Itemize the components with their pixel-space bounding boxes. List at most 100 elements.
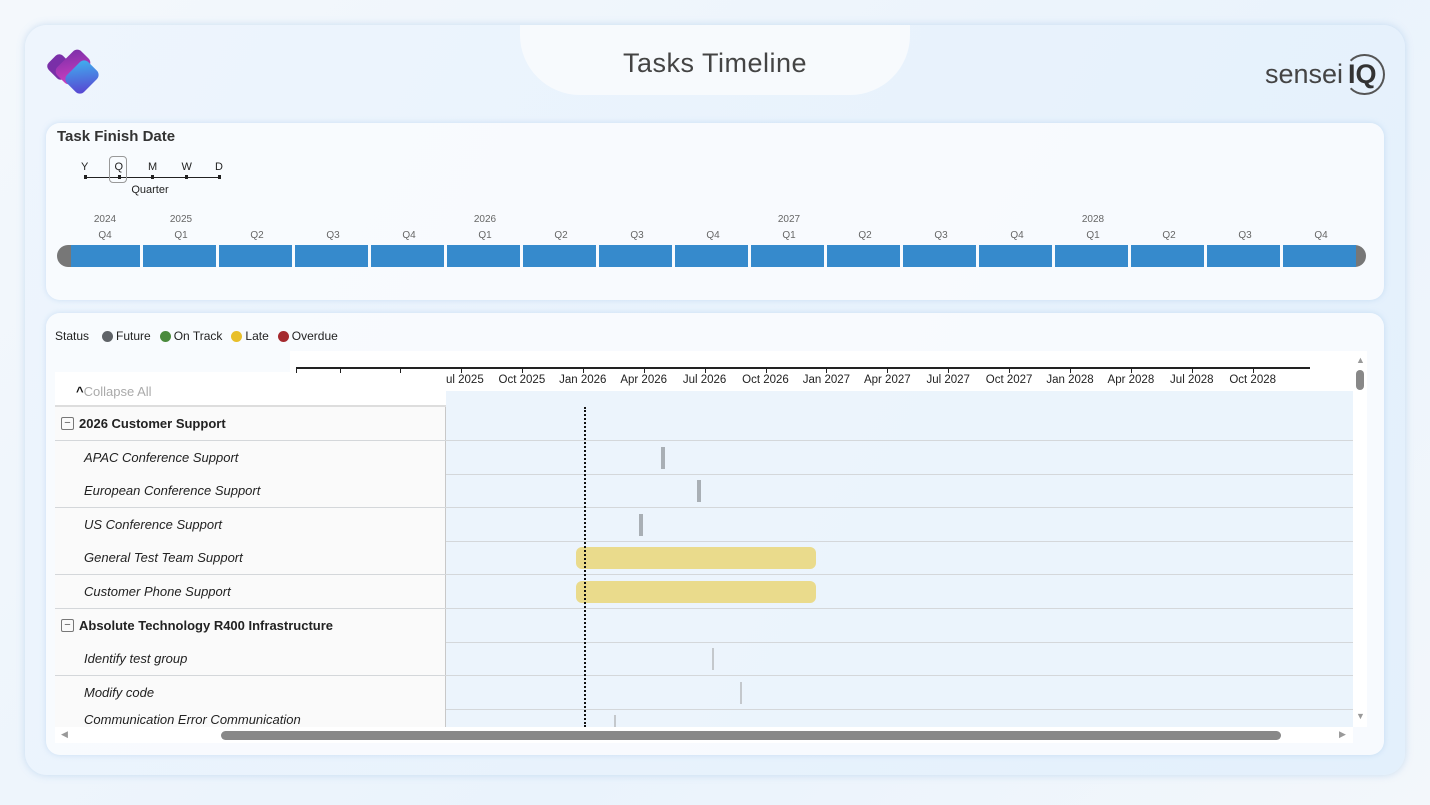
task-marker[interactable]	[711, 648, 714, 671]
range-handle-left[interactable]	[57, 245, 71, 267]
period-cell[interactable]	[295, 245, 368, 267]
axis-label: Apr 2027	[863, 374, 911, 386]
scroll-right-icon[interactable]: ▶	[1339, 729, 1346, 739]
axis-label: Oct 2027	[985, 374, 1033, 386]
group-row[interactable]: − Absolute Technology R400 Infrastructure	[55, 608, 1353, 643]
task-row[interactable]: European Conference Support	[55, 474, 1353, 509]
horizontal-scrollbar[interactable]: ◀ ▶	[55, 727, 1353, 743]
row-label: Customer Phone Support	[55, 575, 446, 608]
period-cell[interactable]	[903, 245, 976, 267]
granularity-option-Y[interactable]: Y	[81, 161, 89, 173]
task-row[interactable]: Communication Error Communication	[55, 709, 1353, 730]
row-label: European Conference Support	[55, 474, 446, 508]
collapse-toggle-icon[interactable]: −	[61, 618, 74, 632]
scroll-down-icon[interactable]: ▼	[1356, 711, 1365, 721]
axis-label: Jan 2027	[802, 374, 851, 386]
group-row[interactable]: −2026 Customer Support	[55, 407, 1353, 441]
period-cell[interactable]	[1131, 245, 1204, 267]
brand-iq: IQ	[1344, 53, 1385, 95]
brand-text: sensei	[1265, 58, 1344, 89]
task-row[interactable]: Customer Phone Support	[55, 575, 1353, 609]
axis-tick	[887, 367, 889, 373]
quarter-label: Q4	[98, 230, 112, 241]
quarter-label: Q4	[402, 230, 416, 241]
scroll-up-icon[interactable]: ▲	[1356, 355, 1365, 365]
period-cell[interactable]	[751, 245, 824, 267]
period-cell[interactable]	[71, 245, 140, 267]
task-marker[interactable]	[661, 446, 666, 469]
late-task-bar[interactable]	[576, 581, 817, 603]
quarter-label: Q3	[934, 230, 948, 241]
period-cell[interactable]	[1283, 245, 1356, 267]
period-cell[interactable]	[143, 245, 216, 267]
period-cell[interactable]	[827, 245, 900, 267]
collapse-toggle-icon[interactable]: −	[61, 417, 74, 430]
axis-tick	[461, 367, 462, 373]
granularity-selector[interactable]	[109, 156, 127, 183]
period-cell[interactable]	[599, 245, 672, 267]
row-name: General Test Team Support	[84, 550, 243, 566]
quarter-label: Q4	[1314, 230, 1328, 241]
axis-label: ul 2025	[446, 374, 484, 386]
task-marker[interactable]	[697, 480, 702, 503]
quarter-label: Q2	[250, 230, 264, 241]
legend-dot-on-track	[159, 330, 171, 342]
period-cell[interactable]	[219, 245, 292, 267]
quarter-label: Q4	[706, 230, 720, 241]
task-marker[interactable]	[739, 681, 742, 704]
period-cell[interactable]	[675, 245, 748, 267]
period-cell[interactable]	[979, 245, 1052, 267]
granularity-tick	[117, 175, 121, 179]
period-cell[interactable]	[1055, 245, 1128, 267]
task-row[interactable]: APAC Conference Support	[55, 440, 1353, 475]
legend-label: On Track	[173, 329, 223, 343]
granularity-option-D[interactable]: D	[215, 161, 223, 173]
period-cell[interactable]	[523, 245, 596, 267]
row-label: Communication Error Communication	[55, 709, 446, 730]
quarter-label: Q1	[174, 230, 188, 241]
collapse-all-button[interactable]: ^Collapse All	[76, 384, 152, 399]
row-name: Communication Error Communication	[84, 711, 301, 727]
row-label: APAC Conference Support	[55, 440, 446, 474]
quarter-label: Q1	[782, 230, 796, 241]
range-handle-right[interactable]	[1354, 245, 1366, 267]
task-marker[interactable]	[639, 513, 644, 536]
quarter-label: Q1	[478, 230, 492, 241]
title-tab	[520, 25, 910, 95]
chevron-up-icon: ^	[76, 384, 84, 399]
row-name: European Conference Support	[84, 483, 261, 499]
axis-tick	[1191, 367, 1193, 373]
axis-label: Jan 2028	[1046, 374, 1094, 386]
period-cell[interactable]	[447, 245, 520, 267]
row-label: Identify test group	[55, 642, 446, 676]
period-cell[interactable]	[371, 245, 444, 267]
granularity-tick	[218, 175, 221, 179]
granularity-tick	[184, 175, 188, 179]
task-row[interactable]: Modify code	[55, 675, 1353, 710]
period-cell[interactable]	[1207, 245, 1280, 267]
time-axis-line	[296, 367, 1310, 369]
task-row[interactable]: General Test Team Support	[55, 541, 1353, 576]
task-row[interactable]: US Conference Support	[55, 507, 1353, 542]
app-logo-icon	[44, 42, 106, 102]
axis-tick	[1070, 367, 1071, 373]
axis-label: Jul 2028	[1170, 374, 1214, 386]
vertical-scrollbar[interactable]: ▲ ▼	[1353, 351, 1367, 727]
granularity-option-Q[interactable]: Q	[114, 161, 124, 173]
axis-tick	[704, 367, 706, 373]
scroll-left-icon[interactable]: ◀	[61, 729, 68, 739]
vertical-scroll-thumb[interactable]	[1356, 370, 1364, 390]
row-label: − Absolute Technology R400 Infrastructure	[55, 608, 446, 642]
axis-tick	[521, 367, 523, 373]
horizontal-scroll-thumb[interactable]	[221, 731, 1281, 740]
row-label: General Test Team Support	[55, 541, 446, 575]
axis-label: Jan 2026	[559, 374, 607, 386]
granularity-option-M[interactable]: M	[148, 161, 158, 173]
granularity-option-W[interactable]: W	[181, 161, 192, 173]
task-marker[interactable]	[613, 715, 616, 730]
year-label: 2027	[777, 214, 801, 225]
quarter-label: Q2	[858, 230, 872, 241]
row-label: Modify code	[55, 675, 446, 709]
late-task-bar[interactable]	[576, 547, 817, 570]
task-row[interactable]: Identify test group	[55, 642, 1353, 677]
